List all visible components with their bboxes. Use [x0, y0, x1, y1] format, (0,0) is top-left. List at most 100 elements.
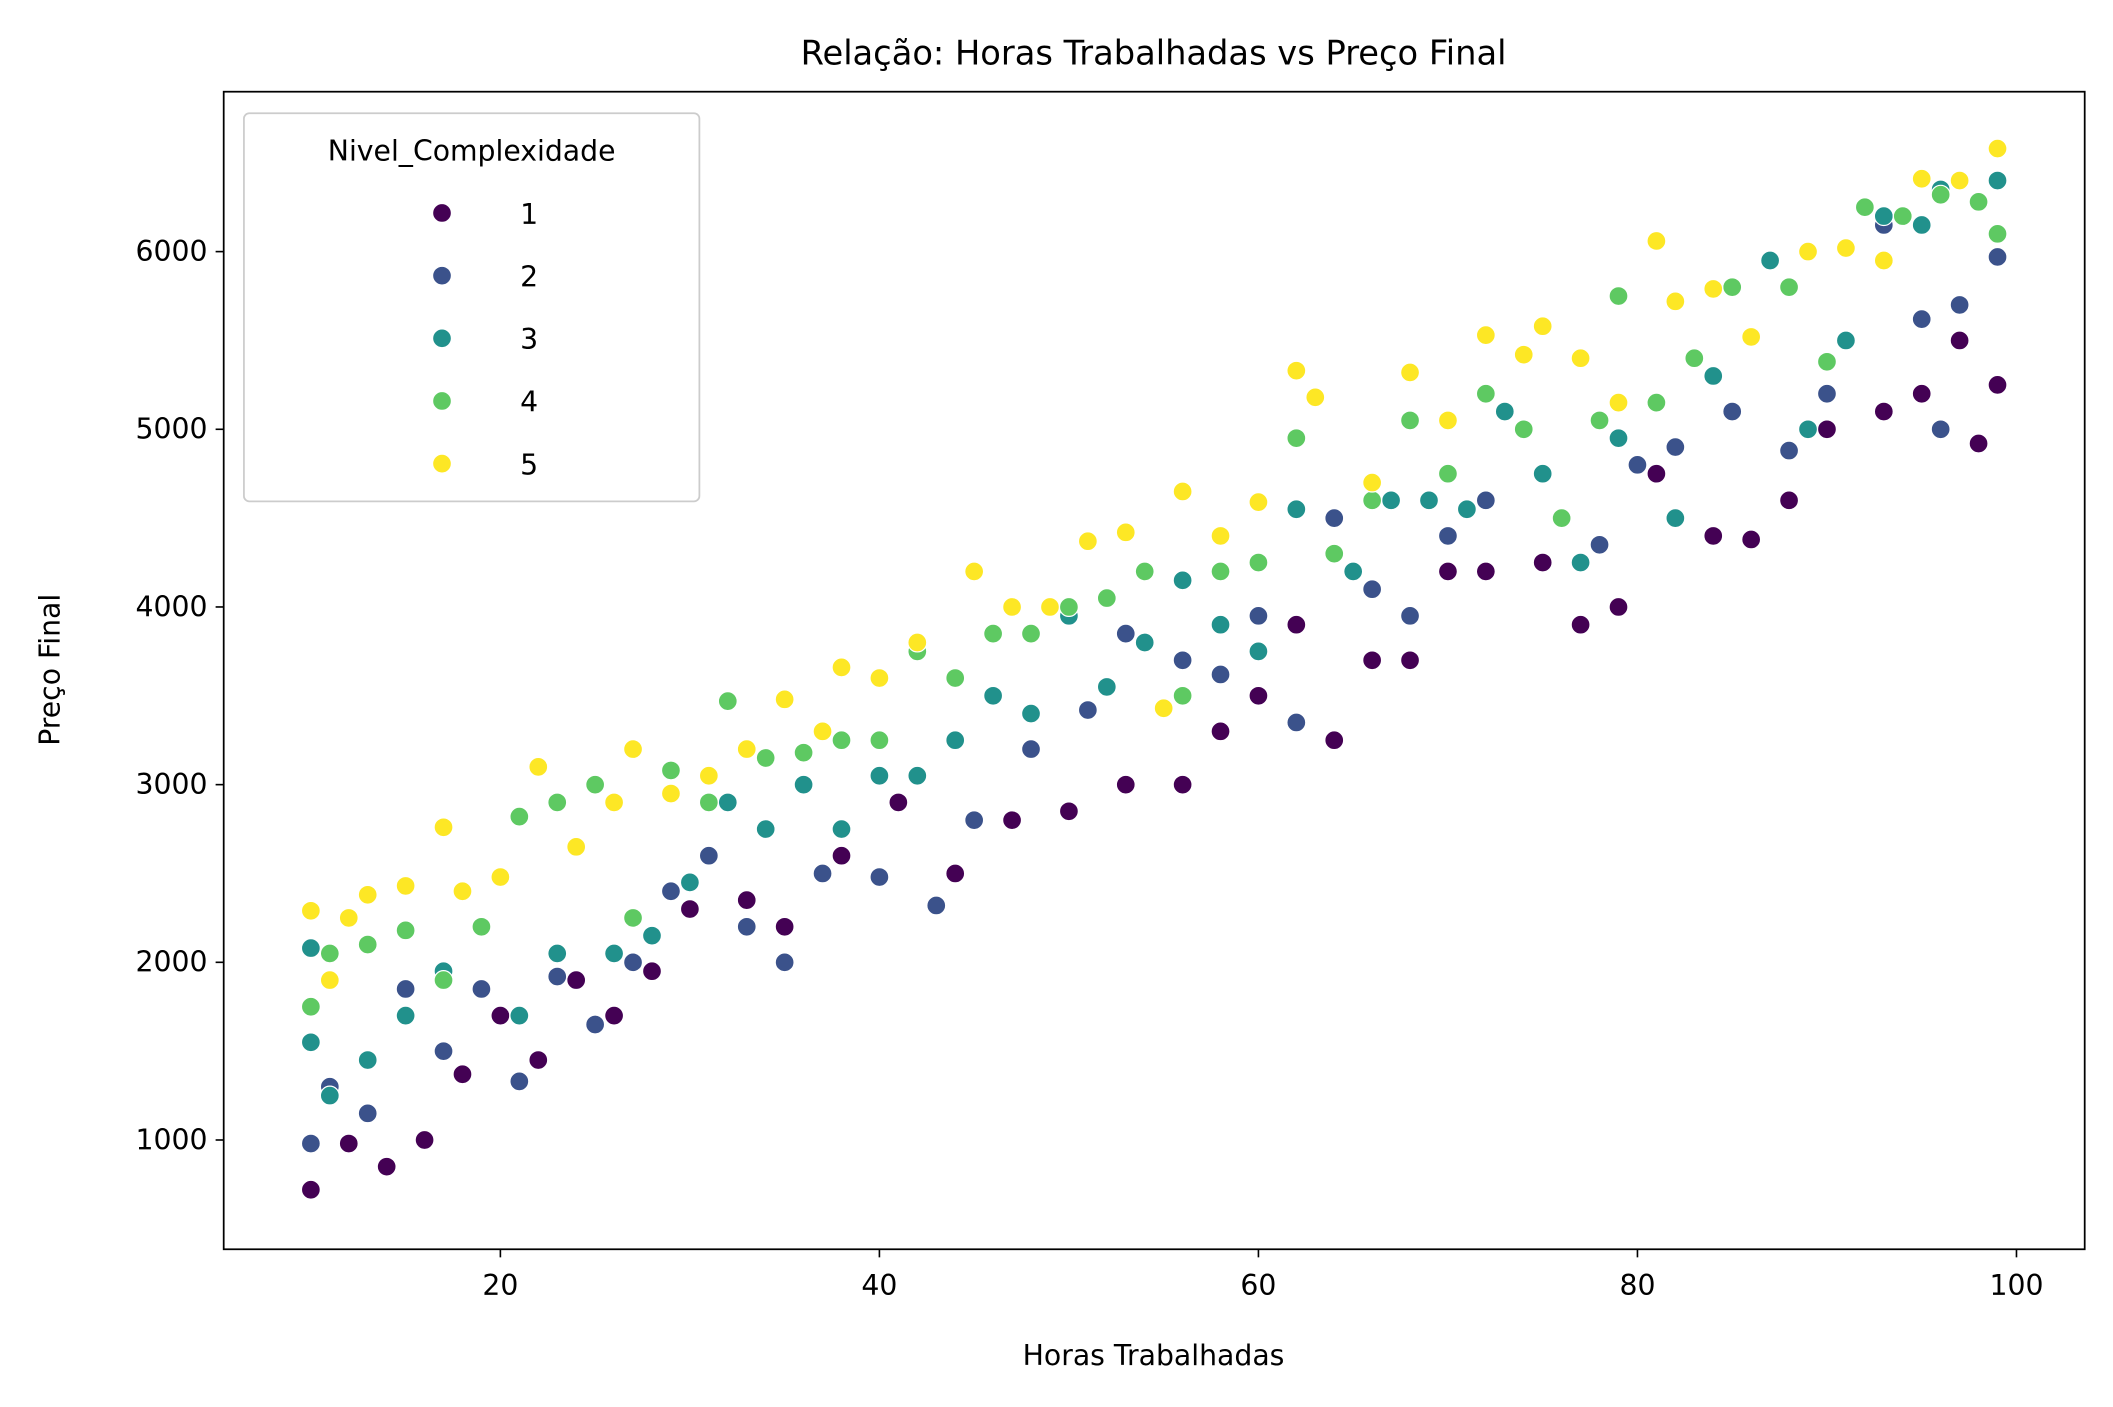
point-level-4 [1930, 184, 1951, 205]
point-level-3 [395, 1005, 416, 1026]
point-level-4 [1248, 552, 1269, 573]
point-level-1 [1968, 433, 1989, 454]
point-level-3 [1172, 570, 1193, 591]
point-level-5 [1210, 525, 1231, 546]
point-level-3 [983, 685, 1004, 706]
point-level-2 [926, 895, 947, 916]
point-level-5 [1949, 170, 1970, 191]
point-level-2 [1930, 419, 1951, 440]
point-level-1 [1779, 490, 1800, 511]
point-level-5 [964, 561, 985, 582]
point-level-5 [1987, 138, 2008, 159]
point-level-1 [774, 916, 795, 937]
point-level-1 [641, 961, 663, 982]
point-level-5 [1437, 410, 1458, 431]
point-level-1 [1703, 525, 1724, 546]
point-level-2 [1987, 246, 2008, 267]
point-level-2 [300, 1133, 321, 1154]
point-level-3 [907, 765, 928, 786]
point-level-5 [1153, 698, 1174, 719]
point-level-5 [528, 756, 549, 777]
point-level-3 [641, 925, 663, 946]
legend: Nivel_Complexidade 1 2 3 4 5 [243, 112, 701, 503]
point-level-2 [1400, 605, 1421, 626]
point-level-5 [831, 657, 852, 678]
point-level-2 [547, 966, 568, 987]
legend-label: 5 [520, 448, 538, 481]
legend-marker-5 [431, 453, 453, 474]
point-level-2 [1475, 490, 1496, 511]
point-level-3 [717, 792, 738, 813]
point-level-1 [1400, 650, 1421, 671]
point-level-1 [1570, 614, 1591, 635]
point-level-5 [357, 884, 378, 905]
point-level-3 [1020, 703, 1042, 724]
point-level-1 [831, 845, 852, 866]
point-level-1 [1248, 685, 1269, 706]
point-level-3 [1835, 330, 1856, 351]
y-tick-label: 2000 [136, 946, 208, 979]
point-level-5 [1002, 596, 1023, 618]
point-level-3 [300, 1032, 321, 1053]
point-level-2 [509, 1071, 530, 1092]
point-level-2 [1324, 508, 1345, 529]
point-level-1 [1115, 774, 1136, 795]
point-level-5 [1835, 238, 1856, 259]
point-level-5 [1475, 325, 1496, 346]
point-level-2 [471, 978, 492, 1000]
point-level-5 [1741, 326, 1762, 347]
point-level-5 [774, 689, 795, 710]
point-level-2 [1589, 534, 1610, 555]
point-level-1 [604, 1005, 625, 1026]
point-level-2 [698, 845, 719, 866]
point-level-3 [300, 938, 321, 959]
point-level-4 [717, 691, 738, 712]
point-level-3 [1381, 490, 1402, 511]
point-level-5 [1911, 168, 1932, 189]
point-level-2 [585, 1014, 606, 1035]
point-level-5 [623, 739, 644, 760]
point-level-4 [1816, 351, 1838, 372]
y-tick-label: 5000 [136, 413, 208, 446]
point-level-1 [1286, 614, 1307, 635]
point-level-5 [812, 721, 833, 742]
point-level-3 [793, 774, 814, 795]
point-level-4 [1058, 596, 1079, 618]
point-level-5 [907, 632, 928, 653]
point-level-3 [319, 1085, 340, 1106]
point-level-1 [566, 970, 587, 991]
point-level-4 [1892, 206, 1913, 227]
point-level-5 [433, 817, 454, 838]
point-level-4 [1400, 410, 1421, 431]
point-level-3 [679, 872, 700, 893]
y-tick-label: 6000 [136, 235, 208, 268]
point-level-4 [1608, 285, 1629, 307]
point-level-5 [319, 970, 340, 991]
point-level-2 [395, 978, 416, 1000]
point-level-1 [338, 1133, 359, 1154]
point-level-3 [1703, 365, 1724, 387]
point-level-1 [736, 890, 757, 911]
point-level-4 [1437, 463, 1458, 484]
chart-title: Relação: Horas Trabalhadas vs Preço Fina… [801, 34, 1507, 73]
point-level-2 [1911, 309, 1932, 330]
point-level-2 [1665, 437, 1686, 458]
point-level-2 [1949, 294, 1970, 315]
point-level-3 [509, 1005, 530, 1026]
point-level-3 [1665, 508, 1686, 529]
point-level-1 [1949, 330, 1970, 351]
point-level-3 [1987, 170, 2008, 191]
point-level-2 [964, 810, 985, 831]
legend-label: 3 [520, 323, 538, 356]
point-level-3 [869, 765, 890, 786]
point-level-1 [1172, 774, 1193, 795]
point-level-5 [1570, 348, 1591, 369]
point-level-5 [869, 667, 890, 689]
point-level-4 [1987, 223, 2008, 244]
point-level-5 [1646, 230, 1667, 251]
point-level-4 [471, 916, 492, 937]
point-level-1 [528, 1050, 549, 1071]
point-level-1 [945, 863, 966, 884]
point-level-1 [679, 898, 700, 920]
